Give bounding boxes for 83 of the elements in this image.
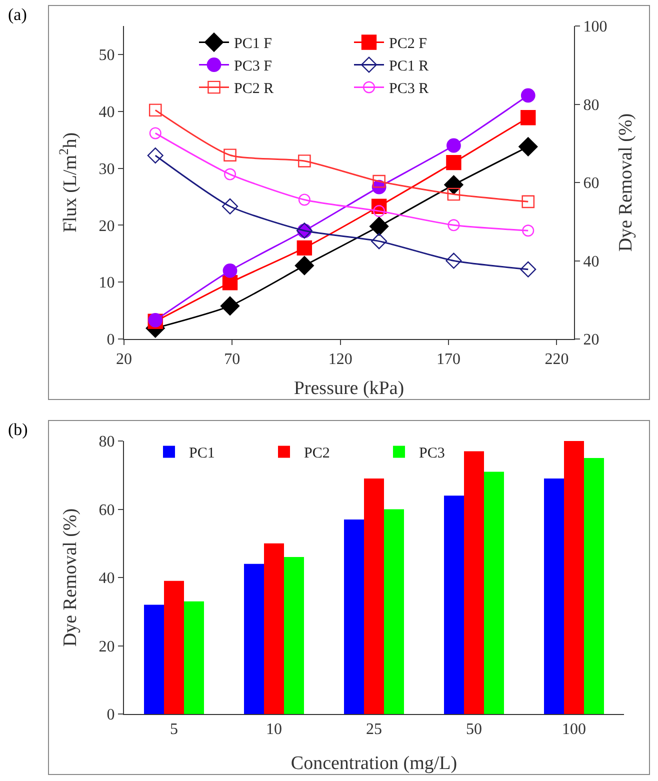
- x-axis-title: Concentration (mg/L): [290, 753, 458, 774]
- bar: [344, 519, 364, 714]
- point: [520, 110, 536, 126]
- y-tick-label: 10: [98, 274, 115, 292]
- legend-label: PC1 F: [234, 36, 272, 52]
- point: [147, 147, 164, 164]
- bar: [464, 451, 484, 714]
- point: [520, 261, 536, 278]
- y-tick-label: 40: [98, 104, 115, 121]
- point: [224, 148, 236, 162]
- point: [224, 168, 236, 180]
- bar: [184, 601, 204, 714]
- bar: [444, 496, 464, 714]
- bar: [564, 441, 584, 714]
- x-tick-label: 25: [366, 721, 382, 738]
- point: [220, 296, 240, 316]
- y2-axis-title: Dye Removal (%): [616, 113, 636, 252]
- y-tick-label: 0: [106, 332, 115, 349]
- point: [518, 137, 538, 156]
- point: [446, 252, 462, 269]
- legend-label: PC1 R: [389, 58, 429, 75]
- y-axis-title: Dye Removal (%): [60, 508, 81, 647]
- point: [447, 188, 460, 201]
- point: [444, 175, 464, 194]
- x-tick-label: 220: [544, 351, 569, 368]
- y-tick-label: 0: [106, 706, 115, 724]
- x-tick-label: 10: [266, 721, 282, 738]
- point: [522, 195, 535, 208]
- point: [446, 138, 461, 153]
- point: [222, 275, 238, 290]
- y2-tick-label: 60: [583, 175, 600, 192]
- bar: [544, 478, 564, 714]
- y-tick-label: 20: [98, 218, 115, 235]
- legend-label: PC1: [189, 446, 215, 462]
- point: [294, 256, 314, 276]
- point: [446, 154, 462, 170]
- point: [298, 154, 311, 168]
- point: [296, 240, 312, 256]
- y2-tick-label: 100: [583, 18, 608, 36]
- legend-label: PC2: [304, 446, 330, 462]
- y-tick-label: 50: [98, 47, 115, 64]
- bar: [284, 557, 304, 714]
- point: [222, 198, 238, 214]
- text: (b): [8, 420, 28, 440]
- y-tick-label: 40: [98, 570, 115, 588]
- bar: [584, 458, 604, 714]
- y2-tick-label: 40: [583, 253, 600, 270]
- y2-tick-label: 80: [583, 96, 600, 114]
- point: [148, 104, 162, 117]
- x-tick-label: 5: [170, 721, 178, 738]
- bar: [144, 604, 164, 714]
- y2-tick-label: 20: [583, 332, 600, 349]
- x-tick-label: 120: [328, 351, 352, 368]
- bar: [484, 472, 504, 714]
- point: [371, 233, 388, 250]
- point: [298, 194, 310, 206]
- point: [522, 224, 534, 237]
- point: [149, 127, 162, 140]
- legend-label: PC3: [419, 446, 445, 462]
- point: [370, 216, 389, 236]
- x-tick-label: 170: [436, 351, 461, 368]
- point: [372, 174, 386, 188]
- legend-label: PC2 F: [389, 36, 427, 52]
- bar: [244, 564, 264, 714]
- legend-label: PC3 R: [389, 81, 429, 98]
- point: [448, 219, 460, 232]
- y-tick-label: 20: [98, 638, 115, 656]
- x-tick-label: 50: [466, 721, 482, 738]
- point: [222, 264, 238, 278]
- bar: [264, 543, 284, 714]
- y-tick-label: 80: [98, 434, 115, 451]
- point: [520, 88, 536, 103]
- y-tick-label: 60: [98, 502, 115, 519]
- y-tick-label: 30: [98, 160, 115, 178]
- bar: [164, 580, 184, 714]
- x-tick-label: 70: [224, 351, 240, 368]
- text: (a): [8, 5, 27, 25]
- x-axis-title: Pressure (kPa): [294, 378, 404, 399]
- legend-label: PC2 R: [234, 81, 274, 98]
- x-tick-label: 100: [562, 721, 586, 738]
- bar: [364, 478, 384, 714]
- legend-label: PC3 F: [234, 58, 272, 75]
- bar: [384, 509, 404, 714]
